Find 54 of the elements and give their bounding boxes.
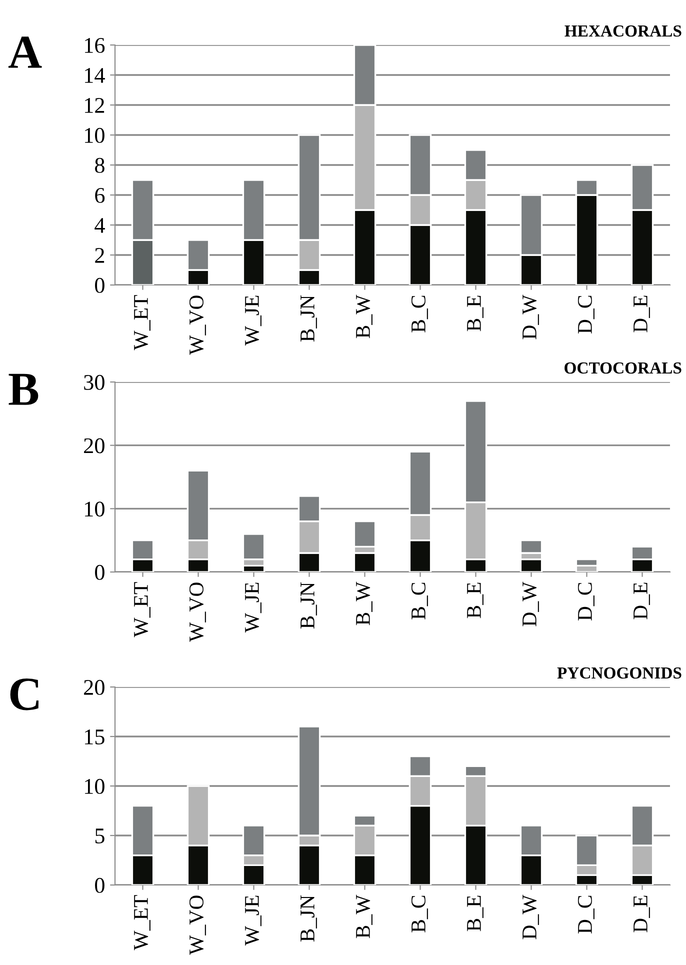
y-tick-label: 2	[95, 248, 104, 263]
y-tick-label: 10	[85, 502, 104, 517]
x-tick-label: D_W	[522, 294, 539, 340]
x-tick-label: D_W	[522, 894, 539, 940]
y-tick-label: 0	[95, 564, 104, 580]
x-tick-label: D_C	[578, 296, 594, 334]
chart-subtitle: HEXACORALS	[564, 25, 682, 37]
x-tick-label: B_C	[411, 896, 428, 932]
y-tick-label: 12	[85, 98, 104, 113]
x-tick-label: B_E	[467, 896, 484, 932]
y-tick-label: 6	[95, 188, 105, 203]
x-tick-label: D_E	[634, 896, 650, 932]
x-tick-label: B_W	[356, 894, 372, 938]
chart-subtitle: PYCNOGONIDS	[557, 667, 682, 679]
x-tick-label: B_W	[356, 294, 372, 338]
x-tick-label: B_JN	[300, 895, 317, 942]
y-tick-label: 0	[95, 278, 104, 293]
chart-subtitle: OCTOCORALS	[564, 362, 682, 374]
chart-title: C	[10, 678, 39, 710]
x-tick-label: D_C	[578, 582, 594, 620]
y-tick-label: 4	[94, 218, 105, 233]
y-tick-label: 20	[84, 680, 104, 695]
x-tick-label: B_C	[411, 582, 428, 620]
y-tick-label: 5	[95, 828, 104, 844]
x-tick-label: W_VO	[189, 296, 206, 355]
x-tick-label: D_W	[522, 582, 539, 626]
x-tick-label: W_ET	[134, 295, 150, 350]
x-tick-label: B_W	[356, 582, 372, 626]
y-tick-label: 14	[85, 68, 105, 83]
x-tick-label: W_ET	[134, 582, 150, 638]
chart-title: B	[8, 374, 38, 405]
x-tick-label: B_E	[467, 296, 484, 332]
y-tick-label: 8	[95, 158, 104, 173]
x-tick-label: W_VO	[189, 896, 206, 955]
x-tick-label: W_ET	[134, 895, 150, 950]
x-tick-label: W_VO	[189, 582, 206, 642]
x-tick-label: B_JN	[300, 295, 317, 342]
x-tick-label: W_JE	[245, 582, 262, 633]
x-tick-label: B_E	[467, 582, 484, 618]
y-tick-label: 16	[85, 38, 105, 53]
x-tick-label: D_E	[634, 296, 650, 332]
y-tick-label: 30	[84, 374, 104, 390]
y-tick-label: 15	[85, 730, 104, 744]
y-tick-label: 10	[85, 778, 104, 794]
x-tick-label: B_JN	[300, 582, 317, 629]
x-tick-label: W_JE	[245, 296, 262, 346]
x-tick-label: D_E	[634, 582, 650, 620]
x-tick-label: D_C	[578, 896, 594, 934]
x-tick-label: B_C	[411, 296, 428, 332]
y-tick-label: 10	[85, 128, 104, 143]
y-tick-label: 20	[84, 438, 104, 454]
x-tick-label: W_JE	[245, 896, 262, 946]
y-tick-label: 0	[95, 878, 104, 893]
chart-title: A	[8, 36, 42, 68]
